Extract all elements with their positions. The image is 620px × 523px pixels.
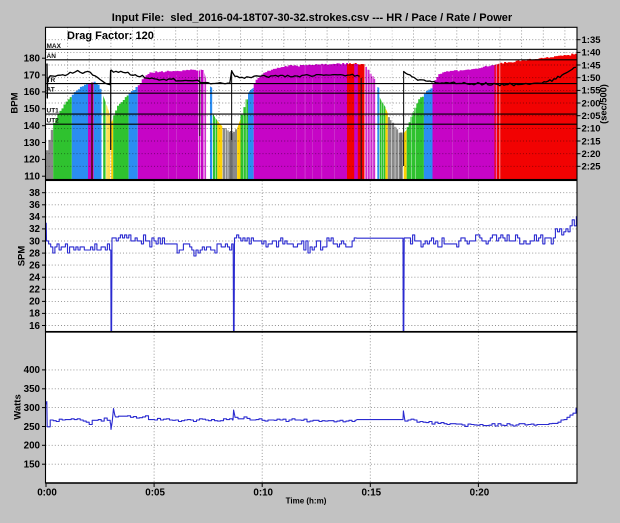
svg-text:28: 28 bbox=[29, 248, 40, 259]
svg-text:110: 110 bbox=[24, 172, 40, 183]
svg-text:1:45: 1:45 bbox=[582, 60, 602, 71]
svg-text:0:10: 0:10 bbox=[253, 488, 273, 499]
svg-text:350: 350 bbox=[24, 384, 41, 395]
svg-text:2:05: 2:05 bbox=[582, 111, 602, 122]
svg-text:1:40: 1:40 bbox=[582, 48, 601, 59]
svg-text:26: 26 bbox=[29, 260, 40, 271]
svg-text:1:50: 1:50 bbox=[582, 73, 601, 84]
svg-text:16: 16 bbox=[29, 321, 40, 332]
svg-text:BPM: BPM bbox=[10, 92, 21, 113]
svg-text:AT: AT bbox=[47, 87, 55, 94]
svg-text:150: 150 bbox=[24, 104, 41, 115]
svg-text:SPM: SPM bbox=[17, 246, 28, 267]
svg-text:1:35: 1:35 bbox=[582, 35, 602, 46]
svg-text:UT2: UT2 bbox=[47, 118, 60, 125]
svg-text:0:00: 0:00 bbox=[37, 488, 57, 499]
svg-text:200: 200 bbox=[24, 441, 41, 452]
svg-text:MAX: MAX bbox=[47, 43, 62, 50]
svg-text:130: 130 bbox=[24, 138, 41, 149]
svg-text:UT1: UT1 bbox=[47, 108, 60, 115]
svg-text:2:10: 2:10 bbox=[582, 124, 601, 135]
svg-text:170: 170 bbox=[24, 70, 41, 81]
svg-text:Input File: sled_2016-04-18T0: Input File: sled_2016-04-18T07-30-32.str… bbox=[112, 12, 513, 24]
svg-text:300: 300 bbox=[24, 403, 41, 414]
svg-text:160: 160 bbox=[24, 87, 41, 98]
svg-text:20: 20 bbox=[29, 297, 40, 308]
svg-text:34: 34 bbox=[29, 212, 40, 223]
svg-text:30: 30 bbox=[29, 236, 40, 247]
svg-text:AN: AN bbox=[47, 53, 57, 60]
svg-text:140: 140 bbox=[24, 121, 41, 132]
svg-text:1:55: 1:55 bbox=[582, 86, 602, 97]
svg-text:18: 18 bbox=[29, 309, 40, 320]
svg-text:Watts: Watts bbox=[13, 394, 24, 420]
svg-text:0:15: 0:15 bbox=[361, 488, 381, 499]
svg-text:Drag Factor: 120: Drag Factor: 120 bbox=[67, 30, 154, 42]
svg-text:0:05: 0:05 bbox=[145, 488, 165, 499]
svg-text:0:20: 0:20 bbox=[470, 488, 490, 499]
svg-text:2:20: 2:20 bbox=[582, 149, 601, 160]
svg-text:2:00: 2:00 bbox=[582, 98, 601, 109]
svg-text:2:15: 2:15 bbox=[582, 136, 602, 147]
svg-text:22: 22 bbox=[29, 285, 40, 296]
svg-text:400: 400 bbox=[24, 365, 41, 376]
svg-text:32: 32 bbox=[29, 224, 40, 235]
svg-text:38: 38 bbox=[29, 188, 40, 199]
svg-text:24: 24 bbox=[29, 273, 40, 284]
svg-text:TR: TR bbox=[47, 77, 56, 84]
svg-text:180: 180 bbox=[24, 54, 41, 65]
svg-text:150: 150 bbox=[24, 460, 41, 471]
svg-text:Time (h:m): Time (h:m) bbox=[286, 497, 327, 506]
svg-text:36: 36 bbox=[29, 200, 40, 211]
svg-text:120: 120 bbox=[24, 155, 41, 166]
svg-text:2:25: 2:25 bbox=[582, 162, 602, 173]
svg-text:250: 250 bbox=[24, 422, 41, 433]
svg-text:(sec/500): (sec/500) bbox=[599, 84, 609, 124]
